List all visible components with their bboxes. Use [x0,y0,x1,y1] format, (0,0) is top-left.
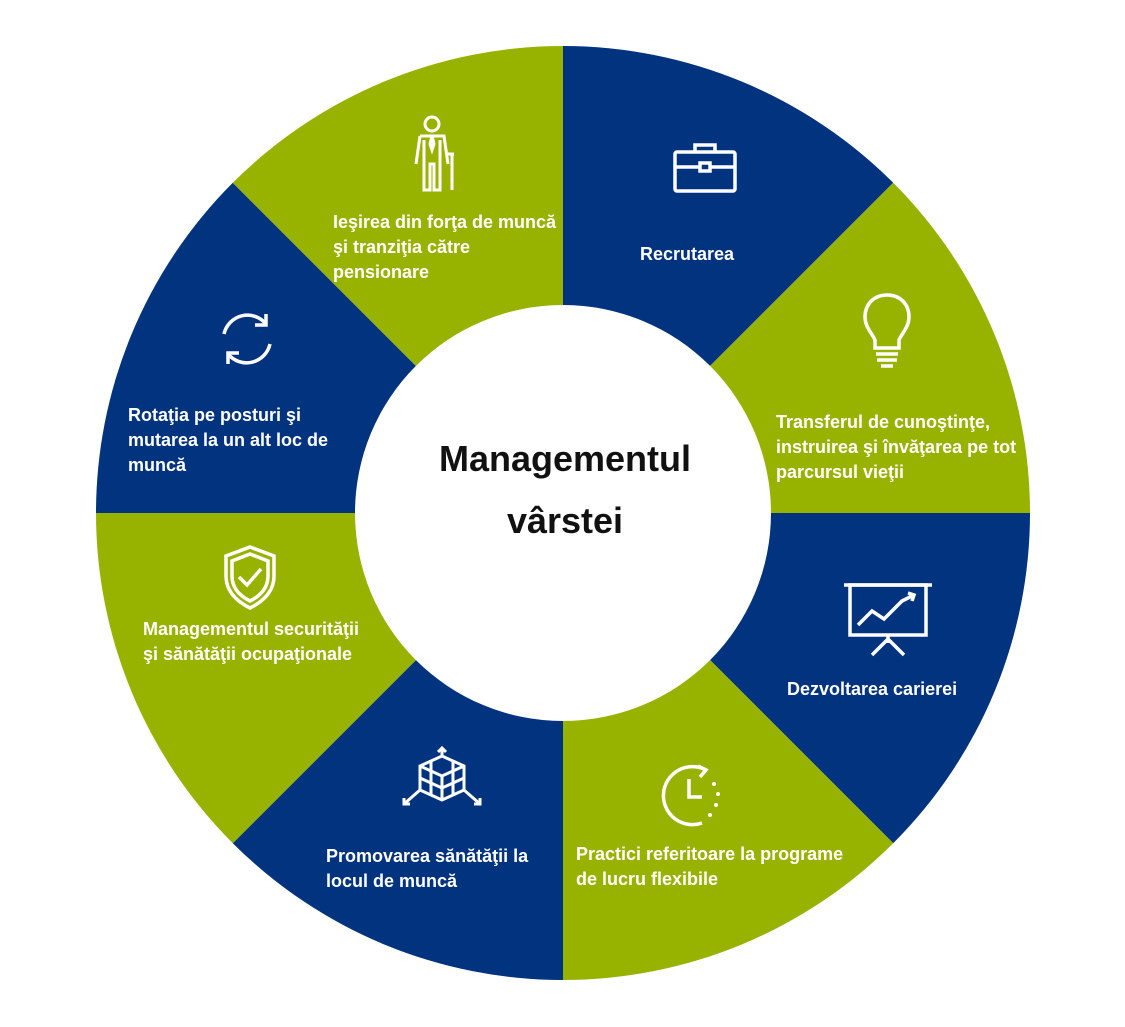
center-title-line1: Managementul [438,438,692,479]
briefcase-icon [673,142,737,199]
cube-arrows-icon [400,745,484,821]
shield-check-icon [222,544,278,617]
center-circle [355,305,771,721]
clock-icon [658,762,724,833]
segment-label-transferul: Transferul de cunoştinţe, instruirea şi … [776,412,1017,482]
segment-label-dezvoltarea: Dezvoltarea carierei [787,679,958,699]
segment-label-recrutarea: Recrutarea [640,244,735,264]
presentation-chart-icon [842,581,934,662]
elderly-person-icon [408,114,460,199]
refresh-icon [212,306,282,377]
lightbulb-icon [862,292,912,377]
segment-label-rotatia: Rotaţia pe posturi şi mutarea la un alt … [128,405,329,475]
segment-label-iesirea: Ieşirea din forţa de muncă şi tranziţia … [333,212,557,282]
center-title: Managementul vârstei [390,428,740,552]
segment-label-securitatii: Managementul securităţii şi sănătăţii oc… [143,619,360,664]
segment-label-promovarea: Promovarea sănătăţii la locul de muncă [326,846,529,891]
center-title-line2: vârstei [506,500,624,541]
segment-label-practici: Practici referitoare la programe de lucr… [576,844,844,889]
